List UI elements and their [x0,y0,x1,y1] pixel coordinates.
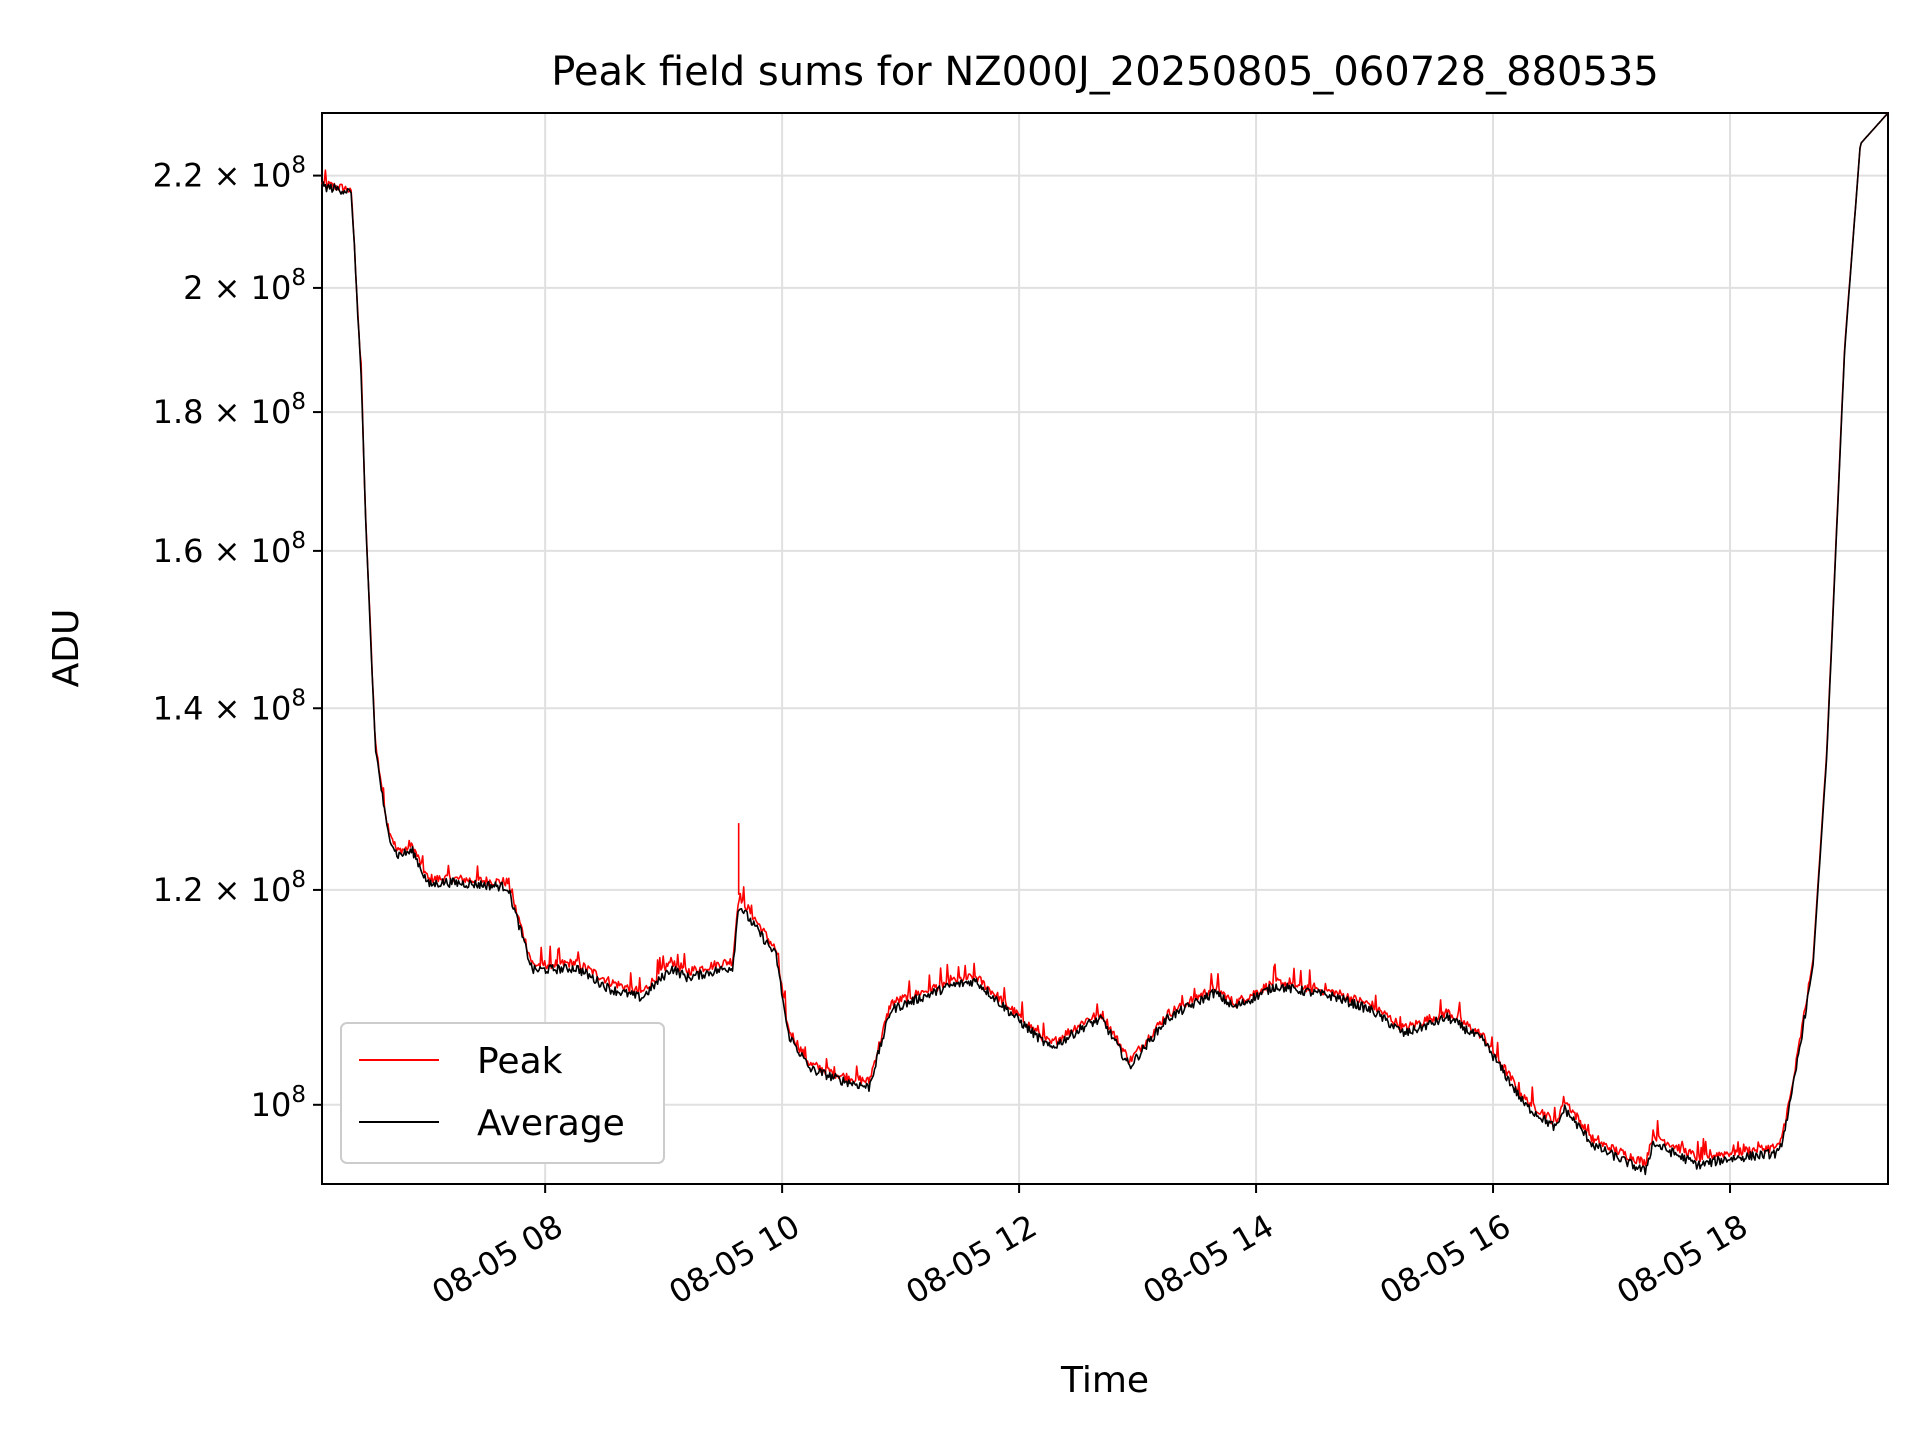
y-tick-label: 1.2 × 108 [153,867,306,909]
series-layer [321,112,1889,1176]
grid [322,113,1888,1184]
y-tick-label: 1.8 × 108 [153,389,306,431]
x-axis-label: Time [1060,1360,1149,1401]
y-tick-label: 1.4 × 108 [153,685,306,727]
chart-title: Peak field sums for NZ000J_20250805_0607… [551,49,1659,95]
legend-label-peak: Peak [477,1041,563,1082]
y-axis-label: ADU [46,609,87,688]
y-tick-label: 108 [251,1082,306,1124]
plot-area [321,112,1889,1185]
series-line-average [321,112,1889,1176]
legend-box [340,1022,665,1164]
y-tick-label: 1.6 × 108 [153,528,306,570]
y-tick-label: 2.2 × 108 [153,153,306,195]
legend: Peak Average [340,1022,665,1164]
y-tick-label: 2 × 108 [183,265,306,307]
y-axis: 108 1.2 × 108 1.4 × 108 1.6 × 108 1.8 × 108 2… [153,153,322,1124]
legend-label-average: Average [477,1103,625,1144]
